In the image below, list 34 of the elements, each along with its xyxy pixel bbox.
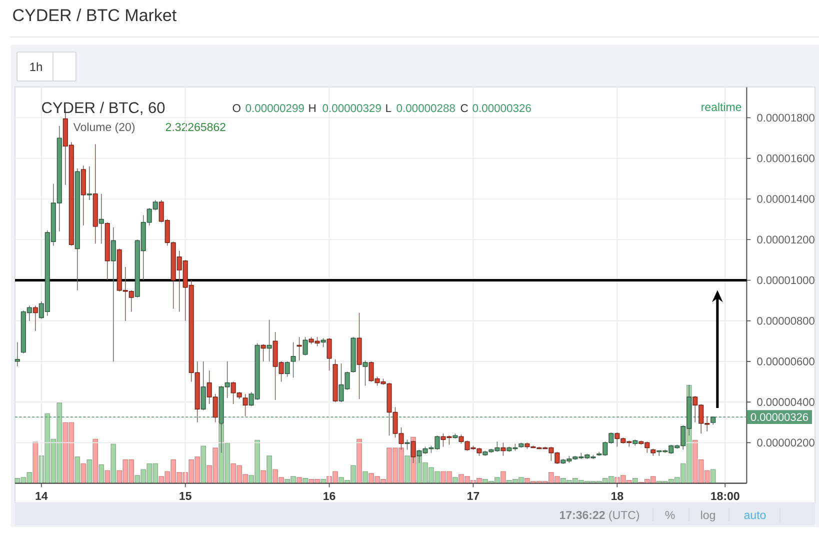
y-tick-label: 0.00000200: [757, 438, 814, 447]
x-tick-label: 16: [324, 492, 336, 500]
y-tick-label: 0.00001400: [757, 195, 814, 203]
annotation: realtime: [702, 102, 742, 112]
y-tick-label: 0.00001600: [757, 154, 814, 162]
x-tick-label: 18:00: [711, 492, 740, 500]
y-tick-label: 0.00001800: [757, 114, 814, 122]
annotation: O: [232, 104, 240, 112]
ref-line-label: 0.00000326: [750, 413, 808, 421]
chart-title: CYDER / BTC Market: [13, 8, 176, 22]
x-tick-label: 18: [611, 492, 624, 500]
y-tick-label: 0.00000800: [757, 316, 814, 325]
x-tick-label: 15: [180, 492, 192, 500]
y-tick-label: 0.00001200: [757, 236, 814, 244]
text: 1h: [30, 62, 42, 71]
annotation: 0.00000326: [472, 104, 531, 112]
annotation: H: [309, 104, 316, 112]
text: %: [665, 510, 675, 520]
text: CYDER / BTC, 60: [42, 102, 165, 115]
text: auto: [744, 512, 766, 520]
annotation: C: [460, 104, 468, 112]
y-tick-label: 0.00000400: [757, 398, 814, 406]
text: 17:36:22 (UTC): [560, 510, 640, 522]
y-tick-label: 0.00000600: [757, 358, 814, 366]
x-tick-label: 17: [468, 492, 480, 500]
annotation: L: [386, 104, 392, 112]
annotation: 0.00000329: [322, 104, 381, 112]
annotation: 2.32265862: [166, 122, 226, 132]
annotation: 0.00000288: [396, 104, 455, 112]
chart-title: Volume (20): [73, 122, 135, 134]
y-tick-label: 0.00001000: [757, 276, 814, 284]
annotation: 0.00000299: [246, 104, 304, 112]
x-tick-label: 14: [36, 492, 48, 500]
text: log: [701, 510, 715, 522]
